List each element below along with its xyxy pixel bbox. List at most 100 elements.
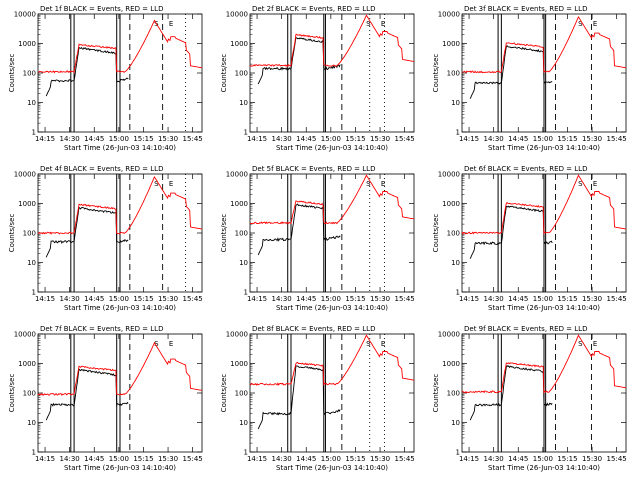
x-tick-label: 15:45: [607, 295, 627, 303]
y-tick-label: 10000: [438, 171, 460, 179]
x-tick-label: 14:15: [459, 135, 479, 143]
y-tick-label: 100: [235, 70, 248, 78]
y-tick-label: 100: [447, 230, 460, 238]
x-tick-label: 15:15: [345, 135, 365, 143]
x-tick-label: 14:45: [84, 135, 104, 143]
x-tick-label: 14:30: [484, 455, 504, 463]
start-marker: S: [366, 180, 371, 188]
x-tick-label: 14:30: [272, 455, 292, 463]
x-tick-label: 14:45: [296, 135, 316, 143]
x-axis-label: Start Time (26-Jun-03 14:10:40): [64, 304, 176, 312]
y-tick-label: 1000: [230, 360, 248, 368]
panel-title: Det 3f BLACK = Events, RED = LLD: [464, 5, 587, 13]
x-tick-label: 14:45: [84, 455, 104, 463]
y-axis-label: Counts/sec: [432, 214, 440, 253]
x-tick-label: 15:30: [370, 295, 390, 303]
panel-9: Det 9f BLACK = Events, RED = LLD 1 10 100 10…: [432, 325, 627, 472]
lld-series-line: [249, 334, 415, 387]
x-tick-label: 15:15: [557, 135, 577, 143]
x-tick-label: 14:30: [272, 295, 292, 303]
lld-series-line: [37, 341, 203, 397]
x-axis-label: Start Time (26-Jun-03 14:10:40): [276, 464, 388, 472]
y-axis-label: Counts/sec: [8, 214, 16, 253]
lld-series-line: [461, 174, 627, 236]
y-tick-label: 1: [32, 289, 36, 297]
y-tick-label: 10: [451, 419, 460, 427]
y-axis-label: Counts/sec: [8, 54, 16, 93]
y-tick-label: 100: [235, 390, 248, 398]
x-tick-label: 15:45: [395, 295, 415, 303]
x-axis-label: Start Time (26-Jun-03 14:10:40): [488, 464, 600, 472]
y-axis-label: Counts/sec: [220, 214, 228, 253]
x-tick-label: 15:15: [345, 455, 365, 463]
end-marker: E: [381, 180, 385, 188]
x-tick-label: 14:15: [459, 455, 479, 463]
x-tick-label: 15:15: [133, 295, 153, 303]
x-tick-label: 15:45: [183, 455, 203, 463]
y-tick-label: 10000: [14, 11, 36, 19]
end-marker: E: [381, 340, 385, 348]
panel-3: Det 3f BLACK = Events, RED = LLD 1 10 100 10…: [432, 5, 627, 152]
x-tick-label: 14:45: [508, 135, 528, 143]
start-marker: S: [578, 180, 583, 188]
y-tick-label: 1000: [18, 200, 36, 208]
x-tick-label: 15:45: [607, 135, 627, 143]
x-tick-label: 15:00: [109, 135, 129, 143]
x-tick-label: 15:00: [321, 455, 341, 463]
x-tick-label: 15:30: [582, 295, 602, 303]
x-tick-label: 15:45: [395, 135, 415, 143]
panel-4: Det 4f BLACK = Events, RED = LLD 1 10 100 10…: [8, 165, 203, 312]
y-tick-label: 10: [451, 259, 460, 267]
panel-7: Det 7f BLACK = Events, RED = LLD 1 10 100 10…: [8, 325, 203, 472]
x-tick-label: 14:30: [60, 455, 80, 463]
x-tick-label: 15:00: [533, 455, 553, 463]
y-tick-label: 1: [32, 449, 36, 457]
x-tick-label: 14:45: [296, 295, 316, 303]
y-tick-label: 1: [456, 129, 460, 137]
x-tick-label: 15:45: [183, 135, 203, 143]
start-marker: S: [154, 340, 159, 348]
lld-series-line: [249, 174, 415, 225]
start-marker: S: [154, 180, 159, 188]
x-tick-label: 14:15: [247, 295, 267, 303]
y-axis-label: Counts/sec: [220, 374, 228, 413]
start-marker: S: [366, 20, 371, 28]
x-tick-label: 15:15: [133, 455, 153, 463]
x-tick-label: 14:45: [84, 295, 104, 303]
x-axis-label: Start Time (26-Jun-03 14:10:40): [64, 144, 176, 152]
start-marker: S: [366, 340, 371, 348]
lld-series-line: [462, 15, 627, 74]
end-marker: E: [169, 20, 173, 28]
end-marker: E: [593, 180, 597, 188]
events-series-line: [257, 365, 341, 430]
x-tick-label: 15:15: [133, 135, 153, 143]
y-tick-label: 10: [239, 259, 248, 267]
x-tick-label: 15:30: [158, 455, 178, 463]
y-tick-label: 10: [239, 419, 248, 427]
panel-6: Det 6f BLACK = Events, RED = LLD 1 10 100 10…: [432, 165, 627, 312]
events-series-line: [469, 205, 553, 259]
y-tick-label: 100: [447, 390, 460, 398]
events-series-line: [257, 37, 341, 85]
x-axis-label: Start Time (26-Jun-03 14:10:40): [488, 304, 600, 312]
y-tick-label: 1000: [442, 40, 460, 48]
end-marker: E: [169, 180, 173, 188]
panel-8: Det 8f BLACK = Events, RED = LLD 1 10 100 10…: [220, 325, 415, 472]
x-tick-label: 15:00: [533, 295, 553, 303]
start-marker: S: [578, 20, 583, 28]
plot-frame: [249, 13, 415, 133]
start-marker: S: [578, 340, 583, 348]
x-tick-label: 14:45: [296, 455, 316, 463]
lld-series-line: [461, 334, 627, 394]
y-axis-label: Counts/sec: [220, 54, 228, 93]
y-tick-label: 1000: [18, 360, 36, 368]
y-tick-label: 100: [23, 230, 36, 238]
lld-series-line: [37, 19, 203, 74]
panel-title: Det 2f BLACK = Events, RED = LLD: [252, 5, 375, 13]
y-tick-label: 100: [235, 230, 248, 238]
y-tick-label: 1000: [18, 40, 36, 48]
x-tick-label: 14:15: [247, 135, 267, 143]
y-tick-label: 1: [456, 449, 460, 457]
x-axis-label: Start Time (26-Jun-03 14:10:40): [276, 144, 388, 152]
y-tick-label: 1: [244, 129, 248, 137]
